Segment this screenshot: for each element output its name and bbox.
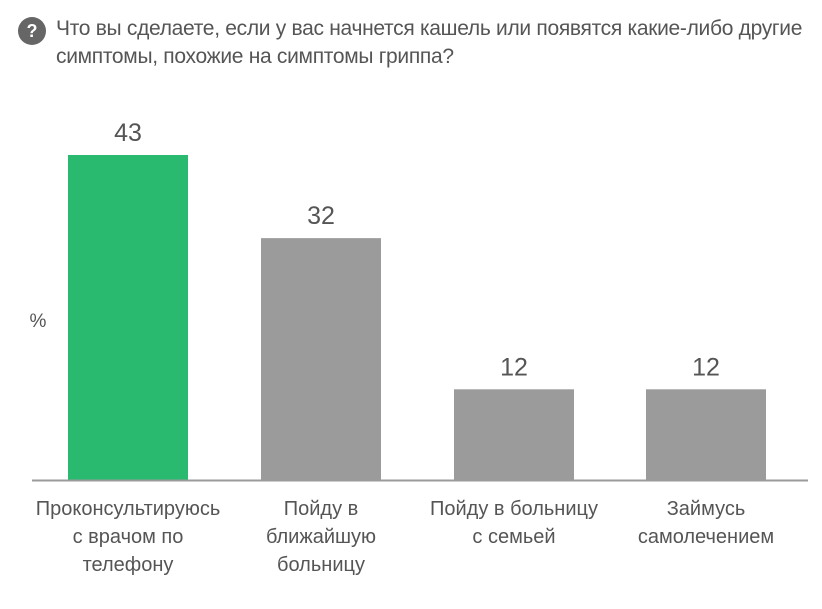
category-label: с врачом по xyxy=(73,526,184,548)
bar xyxy=(68,155,188,480)
bar-value-label: 43 xyxy=(114,119,142,147)
category-label: с семьей xyxy=(472,526,555,548)
bar-value-label: 12 xyxy=(500,353,528,381)
category-label: Пойду в xyxy=(284,498,359,520)
category-label: Проконсультируюсь xyxy=(36,498,221,520)
bar xyxy=(261,238,381,480)
bar xyxy=(454,389,574,480)
category-label: больницу xyxy=(277,554,365,576)
category-label: ближайшую xyxy=(266,526,376,548)
question-icon: ? xyxy=(18,17,46,45)
y-axis-label: % xyxy=(30,311,47,332)
category-label: телефону xyxy=(83,554,174,576)
category-label: Займусь xyxy=(667,498,746,520)
category-label: Пойду в больницу xyxy=(430,498,598,520)
chart-title: Что вы сделаете, если у вас начнется каш… xyxy=(56,17,803,68)
bar-value-label: 32 xyxy=(307,202,335,230)
bar xyxy=(646,389,766,480)
bar-value-label: 12 xyxy=(692,353,720,381)
category-label: самолечением xyxy=(638,526,774,548)
